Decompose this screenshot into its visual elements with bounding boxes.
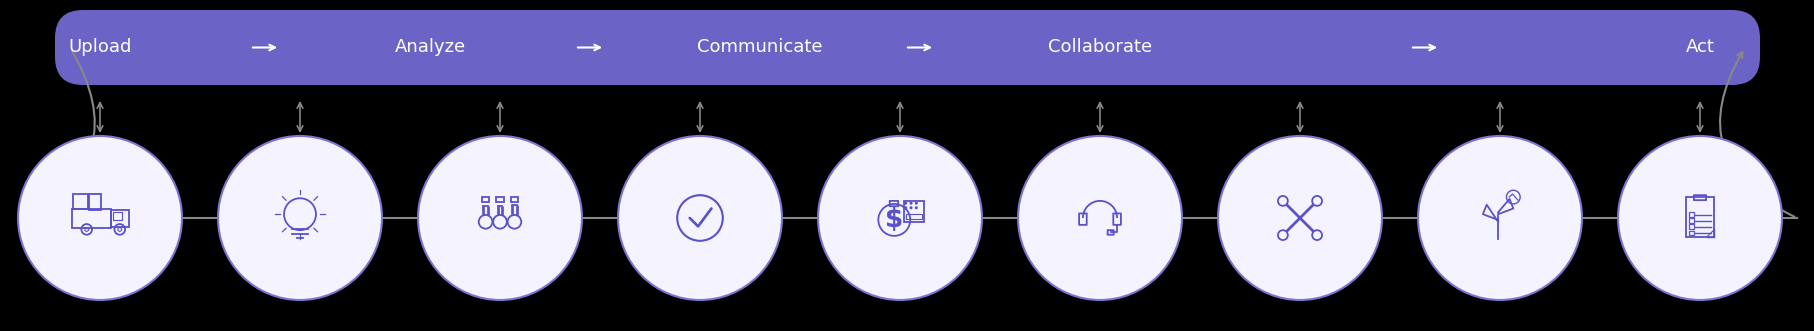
Circle shape [1616,136,1781,300]
Text: Analyze: Analyze [394,38,466,57]
Circle shape [18,136,181,300]
Circle shape [1277,230,1288,240]
Text: Act: Act [1685,38,1714,57]
Circle shape [1217,136,1380,300]
Circle shape [1417,136,1582,300]
Circle shape [903,202,907,205]
Circle shape [1312,196,1321,206]
Circle shape [1277,196,1288,206]
Text: Collaborate: Collaborate [1047,38,1152,57]
Circle shape [617,136,782,300]
FancyBboxPatch shape [54,10,1760,85]
Circle shape [1312,230,1321,240]
Circle shape [914,206,918,209]
Circle shape [818,136,981,300]
Circle shape [914,202,918,205]
Text: Communicate: Communicate [697,38,822,57]
Circle shape [903,206,907,209]
Circle shape [909,202,912,205]
Text: Upload: Upload [69,38,132,57]
Circle shape [218,136,381,300]
Circle shape [417,136,582,300]
Text: $: $ [885,207,903,233]
Circle shape [1018,136,1181,300]
Circle shape [909,206,912,209]
